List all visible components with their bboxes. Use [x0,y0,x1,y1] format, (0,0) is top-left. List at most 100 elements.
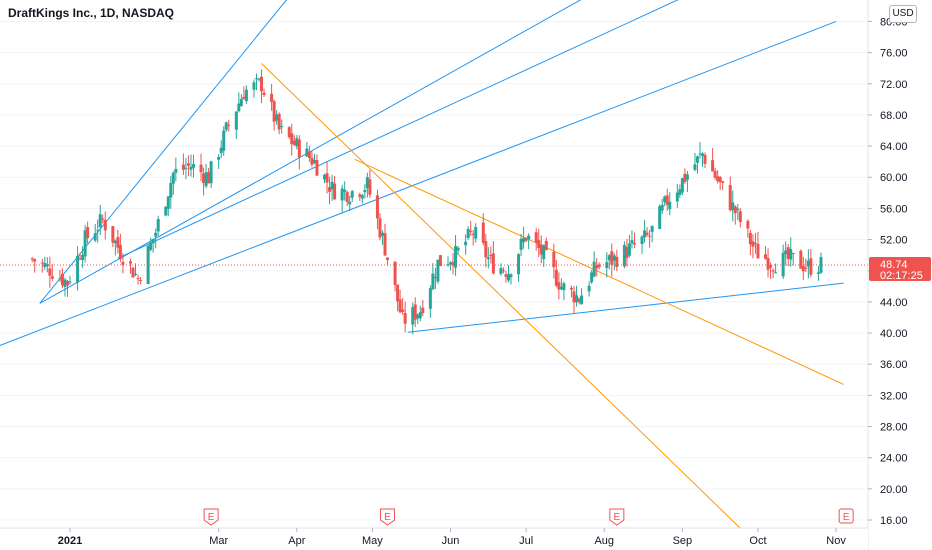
candle-body[interactable] [310,157,314,165]
candle-body[interactable] [753,243,757,245]
candle-body[interactable] [234,111,238,130]
candle-body[interactable] [43,263,47,267]
candle-body[interactable] [418,312,422,319]
candle-body[interactable] [68,281,72,283]
candle-body[interactable] [789,249,793,260]
candle-body[interactable] [683,173,687,182]
candle-body[interactable] [171,172,175,184]
candle-body[interactable] [552,251,556,268]
candle-body[interactable] [501,270,505,272]
candle-body[interactable] [660,204,664,211]
candle-body[interactable] [65,280,69,286]
candle-body[interactable] [270,93,274,102]
candle-body[interactable] [76,255,80,283]
trendline-blue[interactable] [407,282,844,333]
candle-body[interactable] [806,260,810,267]
candle-body[interactable] [718,176,722,183]
candle-body[interactable] [358,194,362,197]
candle-body[interactable] [277,113,281,130]
candle-body[interactable] [411,307,415,325]
candle-body[interactable] [665,195,669,205]
candle-body[interactable] [116,237,120,248]
candle-body[interactable] [454,246,458,268]
candle-body[interactable] [587,285,591,292]
candle-body[interactable] [237,103,241,112]
candle-body[interactable] [625,246,629,258]
candle-body[interactable] [272,101,276,122]
candle-body[interactable] [204,172,208,187]
candle-body[interactable] [191,164,195,168]
candle-body[interactable] [577,298,581,303]
candle-body[interactable] [627,243,631,256]
candle-body[interactable] [136,278,140,280]
candle-body[interactable] [764,254,768,259]
candle-body[interactable] [413,304,417,320]
candle-body[interactable] [345,192,349,203]
candle-body[interactable] [728,185,732,211]
candle-body[interactable] [199,164,203,173]
candle-body[interactable] [86,227,90,239]
candle-body[interactable] [431,273,435,290]
candle-body[interactable] [569,287,573,290]
candle-body[interactable] [260,76,264,92]
trendline-blue[interactable] [39,0,834,304]
candle-body[interactable] [252,82,256,90]
candle-body[interactable] [731,202,735,211]
earnings-marker[interactable]: E [203,508,219,526]
candle-body[interactable] [610,251,614,265]
candle-body[interactable] [804,267,808,269]
candle-body[interactable] [554,269,558,286]
candle-body[interactable] [121,262,125,265]
candle-body[interactable] [287,127,291,138]
candle-body[interactable] [534,232,538,243]
candle-body[interactable] [312,159,316,164]
candle-body[interactable] [539,244,543,255]
candle-body[interactable] [378,218,382,238]
candle-body[interactable] [544,240,548,250]
candle-body[interactable] [219,147,223,154]
candle-body[interactable] [517,254,521,275]
trendline-orange[interactable] [354,158,844,385]
candle-body[interactable] [275,114,279,121]
candle-body[interactable] [207,172,211,184]
candle-body[interactable] [771,270,775,272]
candle-body[interactable] [537,240,541,249]
candle-body[interactable] [774,272,778,274]
candle-body[interactable] [799,250,803,269]
candle-body[interactable] [386,257,390,260]
candle-body[interactable] [416,314,420,319]
candle-body[interactable] [396,284,400,302]
candle-body[interactable] [645,232,649,235]
candle-body[interactable] [292,140,296,145]
candle-body[interactable] [713,171,717,178]
candle-body[interactable] [436,259,440,282]
candle-body[interactable] [224,122,228,130]
earnings-marker[interactable]: E [380,508,396,526]
candle-body[interactable] [101,218,105,220]
candle-body[interactable] [612,255,616,261]
candle-body[interactable] [738,211,742,223]
candle-body[interactable] [791,253,795,255]
candle-body[interactable] [630,240,634,244]
candle-body[interactable] [748,233,752,245]
candle-body[interactable] [680,178,684,193]
candle-body[interactable] [701,153,705,157]
candle-body[interactable] [471,233,475,235]
candle-body[interactable] [30,258,34,260]
candle-body[interactable] [733,206,737,214]
candle-body[interactable] [166,196,170,209]
candle-body[interactable] [456,247,460,251]
candle-body[interactable] [428,288,432,309]
candle-body[interactable] [174,168,178,173]
candle-body[interactable] [491,253,495,274]
candle-body[interactable] [504,274,508,277]
candle-body[interactable] [96,230,100,232]
candle-body[interactable] [524,238,528,241]
candle-body[interactable] [340,188,344,201]
candle-body[interactable] [746,221,750,229]
candle-body[interactable] [45,264,49,267]
candle-body[interactable] [81,254,85,260]
candle-body[interactable] [375,195,379,219]
candle-body[interactable] [383,233,387,256]
